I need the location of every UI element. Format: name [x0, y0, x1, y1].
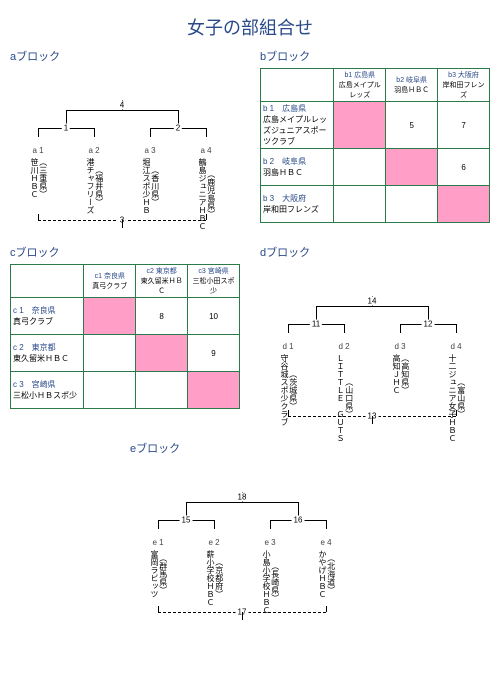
- match-number: 11: [310, 320, 322, 329]
- rr-cell: 9: [188, 335, 240, 372]
- rr-cell: [188, 372, 240, 409]
- match-number: 14: [366, 297, 379, 306]
- block-c-title: cブロック: [10, 244, 240, 260]
- bracket-leaf: e 2（京都府） 薪小学校ＨＢＣ: [196, 538, 232, 622]
- round-robin-table: b1 広島県広島メイプルレッズb2 岐阜県羽島ＨＢＣb3 大阪府岸和田フレンズb…: [260, 68, 490, 223]
- bracket-leaf: d 3（高知県） 高知ＪＨＣ: [382, 342, 418, 426]
- rr-cell: [334, 186, 386, 223]
- bracket-leaf: e 3（長崎県） 小島小学校ＨＢＣ: [252, 538, 288, 622]
- match-number: 1: [62, 124, 70, 133]
- match-number: 18: [236, 493, 249, 502]
- block-a-title: aブロック: [10, 48, 240, 64]
- block-e: eブロック e 1（群馬県） 富岡ラビッツe 2（京都府） 薪小学校ＨＢＣe 3…: [130, 440, 370, 622]
- seed-label: a 3: [132, 146, 168, 155]
- bracket-leaf: a 3（香川県） 堀江スポ少ＨＢ: [132, 146, 168, 230]
- match-number: 4: [118, 101, 126, 110]
- match-number: 15: [180, 516, 193, 525]
- block-c: cブロック c1 奈良県真弓クラブc2 東京都東久留米ＨＢＣc3 宮崎県三松小田…: [10, 244, 240, 409]
- block-e-title: eブロック: [130, 440, 370, 456]
- seed-label: e 1: [140, 538, 176, 547]
- rr-cell: 7: [438, 102, 490, 149]
- rr-cell: [84, 298, 136, 335]
- block-b: bブロック b1 広島県広島メイプルレッズb2 岐阜県羽島ＨＢＣb3 大阪府岸和…: [260, 48, 490, 223]
- block-a: aブロック a 1（三重県） 笹川ＨＢＣa 2（福井県） 港チャフリーズa 3（…: [10, 48, 240, 230]
- seed-label: e 2: [196, 538, 232, 547]
- rr-cell: [84, 372, 136, 409]
- seed-label: d 3: [382, 342, 418, 351]
- rr-cell: [334, 102, 386, 149]
- rr-cell: [334, 149, 386, 186]
- rr-cell: [386, 186, 438, 223]
- block-d-title: dブロック: [260, 244, 490, 260]
- bracket-leaf: a 2（福井県） 港チャフリーズ: [76, 146, 112, 230]
- seed-label: a 1: [20, 146, 56, 155]
- seed-label: d 2: [326, 342, 362, 351]
- seed-label: d 4: [438, 342, 474, 351]
- rr-cell: [136, 335, 188, 372]
- seed-label: a 4: [188, 146, 224, 155]
- match-number: 2: [174, 124, 182, 133]
- rr-cell: 6: [438, 149, 490, 186]
- rr-cell: [386, 149, 438, 186]
- rr-cell: [438, 186, 490, 223]
- rr-cell: 8: [136, 298, 188, 335]
- page-title: 女子の部組合せ: [10, 14, 490, 40]
- rr-cell: [84, 335, 136, 372]
- round-robin-table: c1 奈良県真弓クラブc2 東京都東久留米ＨＢＣc3 宮崎県三松小田スポ少c 1…: [10, 264, 240, 409]
- block-d: dブロック d 1（茨城県） 守谷城スポ少クラブd 2（山口県） ＬＩＴＴＬＥ …: [260, 244, 490, 426]
- seed-label: e 3: [252, 538, 288, 547]
- seed-label: a 2: [76, 146, 112, 155]
- rr-cell: [136, 372, 188, 409]
- block-b-title: bブロック: [260, 48, 490, 64]
- match-number: 12: [422, 320, 435, 329]
- rr-cell: 10: [188, 298, 240, 335]
- seed-label: d 1: [270, 342, 306, 351]
- match-number: 16: [292, 516, 305, 525]
- rr-cell: 5: [386, 102, 438, 149]
- seed-label: e 4: [308, 538, 344, 547]
- bracket-leaf: d 2（山口県） ＬＩＴＴＬＥ ＧＵＴＳ: [326, 342, 362, 426]
